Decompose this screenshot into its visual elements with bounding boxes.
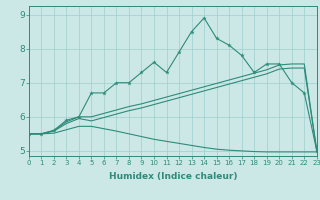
X-axis label: Humidex (Indice chaleur): Humidex (Indice chaleur) xyxy=(108,172,237,181)
